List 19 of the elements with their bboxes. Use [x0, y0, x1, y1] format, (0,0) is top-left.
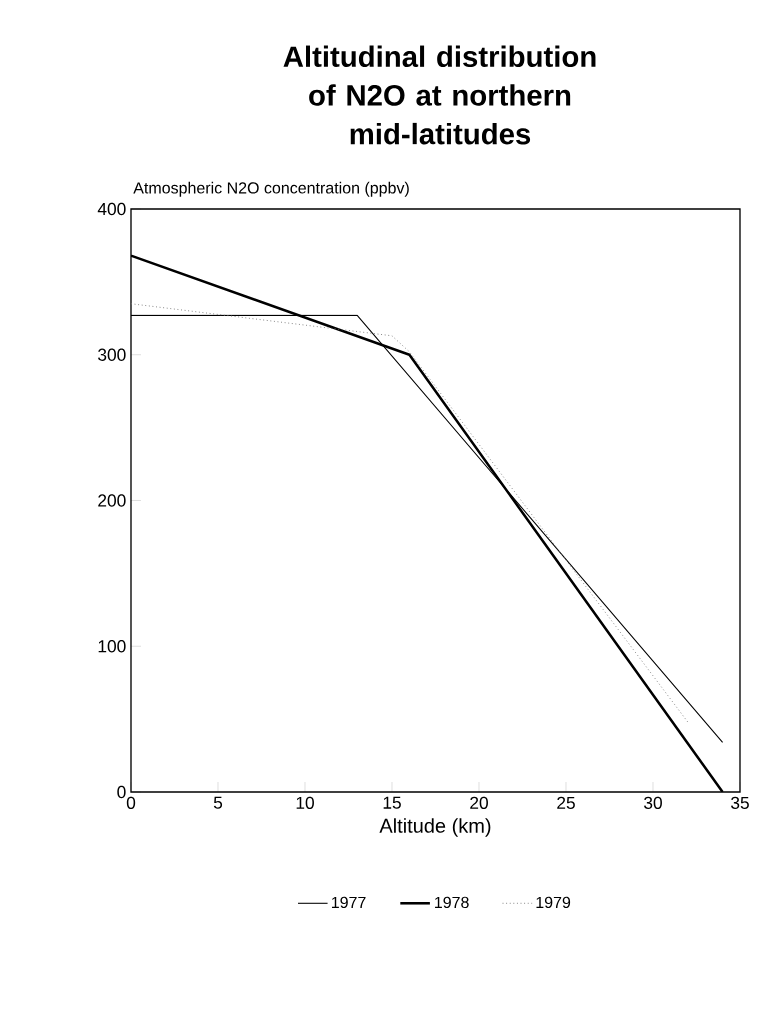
- chart-title: Altitudinal distribution of N2O at northern mid-latitudes: [283, 45, 596, 145]
- x-tick-label: 20: [470, 796, 488, 809]
- y-tick-label: 400: [97, 202, 126, 216]
- x-axis-title: Altitude (km): [379, 818, 491, 837]
- legend-label: 1979: [536, 896, 571, 909]
- x-tick-label: 10: [296, 796, 314, 809]
- x-tick-label: 0: [126, 796, 136, 809]
- x-tick-label: 5: [213, 796, 223, 809]
- y-tick-label: 200: [98, 494, 126, 507]
- y-axis-title: Atmospheric N2O concentration (ppbv): [133, 181, 409, 197]
- x-tick-label: 15: [383, 796, 401, 809]
- y-tick-label: 300: [98, 348, 126, 361]
- x-tick-label: 25: [557, 796, 575, 809]
- legend-label: 1977: [331, 896, 366, 909]
- x-tick-label: 35: [731, 796, 749, 809]
- y-tick-label: 100: [98, 640, 126, 653]
- legend-label: 1978: [435, 896, 469, 909]
- x-tick-label: 30: [644, 796, 662, 809]
- y-tick-label: 0: [117, 785, 126, 799]
